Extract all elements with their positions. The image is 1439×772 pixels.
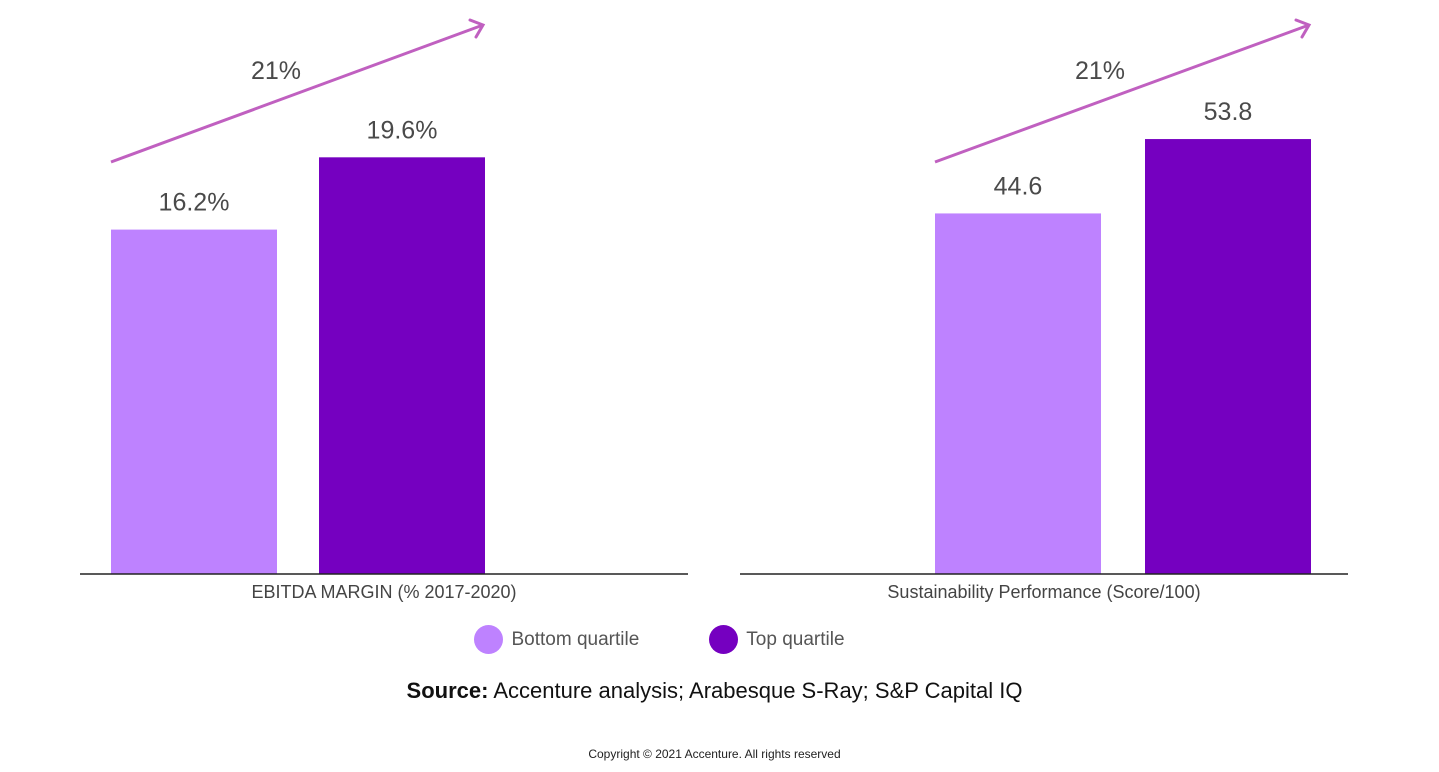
- growth-annotation: 21%: [1075, 57, 1125, 85]
- x-axis-label: Sustainability Performance (Score/100): [887, 582, 1200, 602]
- source-note: Source: Accenture analysis; Arabesque S-…: [0, 678, 1429, 704]
- data-label: 53.8: [1204, 98, 1253, 126]
- legend-label: Bottom quartile: [511, 628, 640, 650]
- bar-top-quartile: [1145, 139, 1311, 574]
- growth-arrow: [110, 23, 484, 164]
- legend: Bottom quartile Top quartile: [0, 625, 1379, 654]
- arrow-head-icon: [1294, 18, 1312, 39]
- source-label: Source:: [406, 678, 489, 703]
- legend-label: Top quartile: [746, 628, 845, 650]
- growth-annotation: 21%: [251, 57, 301, 85]
- copyright: Copyright © 2021 Accenture. All rights r…: [588, 747, 841, 761]
- growth-arrow: [934, 23, 1310, 164]
- legend-swatch-top: [709, 625, 739, 654]
- bar-bottom-quartile: [111, 229, 277, 574]
- x-axis-label: EBITDA MARGIN (% 2017-2020): [251, 582, 516, 602]
- legend-item-bottom-quartile: Bottom quartile: [474, 625, 639, 654]
- data-label: 44.6: [994, 172, 1043, 200]
- bar-bottom-quartile: [935, 213, 1101, 575]
- bar-charts: 16.2% 19.6% EBITDA MARGIN (% 2017-2020) 21%…: [80, 18, 1348, 602]
- legend-swatch-bottom: [474, 625, 504, 654]
- bar-top-quartile: [319, 157, 485, 574]
- source-text: Accenture analysis; Arabesque S-Ray; S&P…: [488, 678, 1023, 703]
- data-label: 19.6%: [367, 116, 438, 144]
- data-label: 16.2%: [159, 189, 230, 217]
- legend-item-top-quartile: Top quartile: [709, 625, 845, 654]
- arrow-head-icon: [468, 18, 486, 39]
